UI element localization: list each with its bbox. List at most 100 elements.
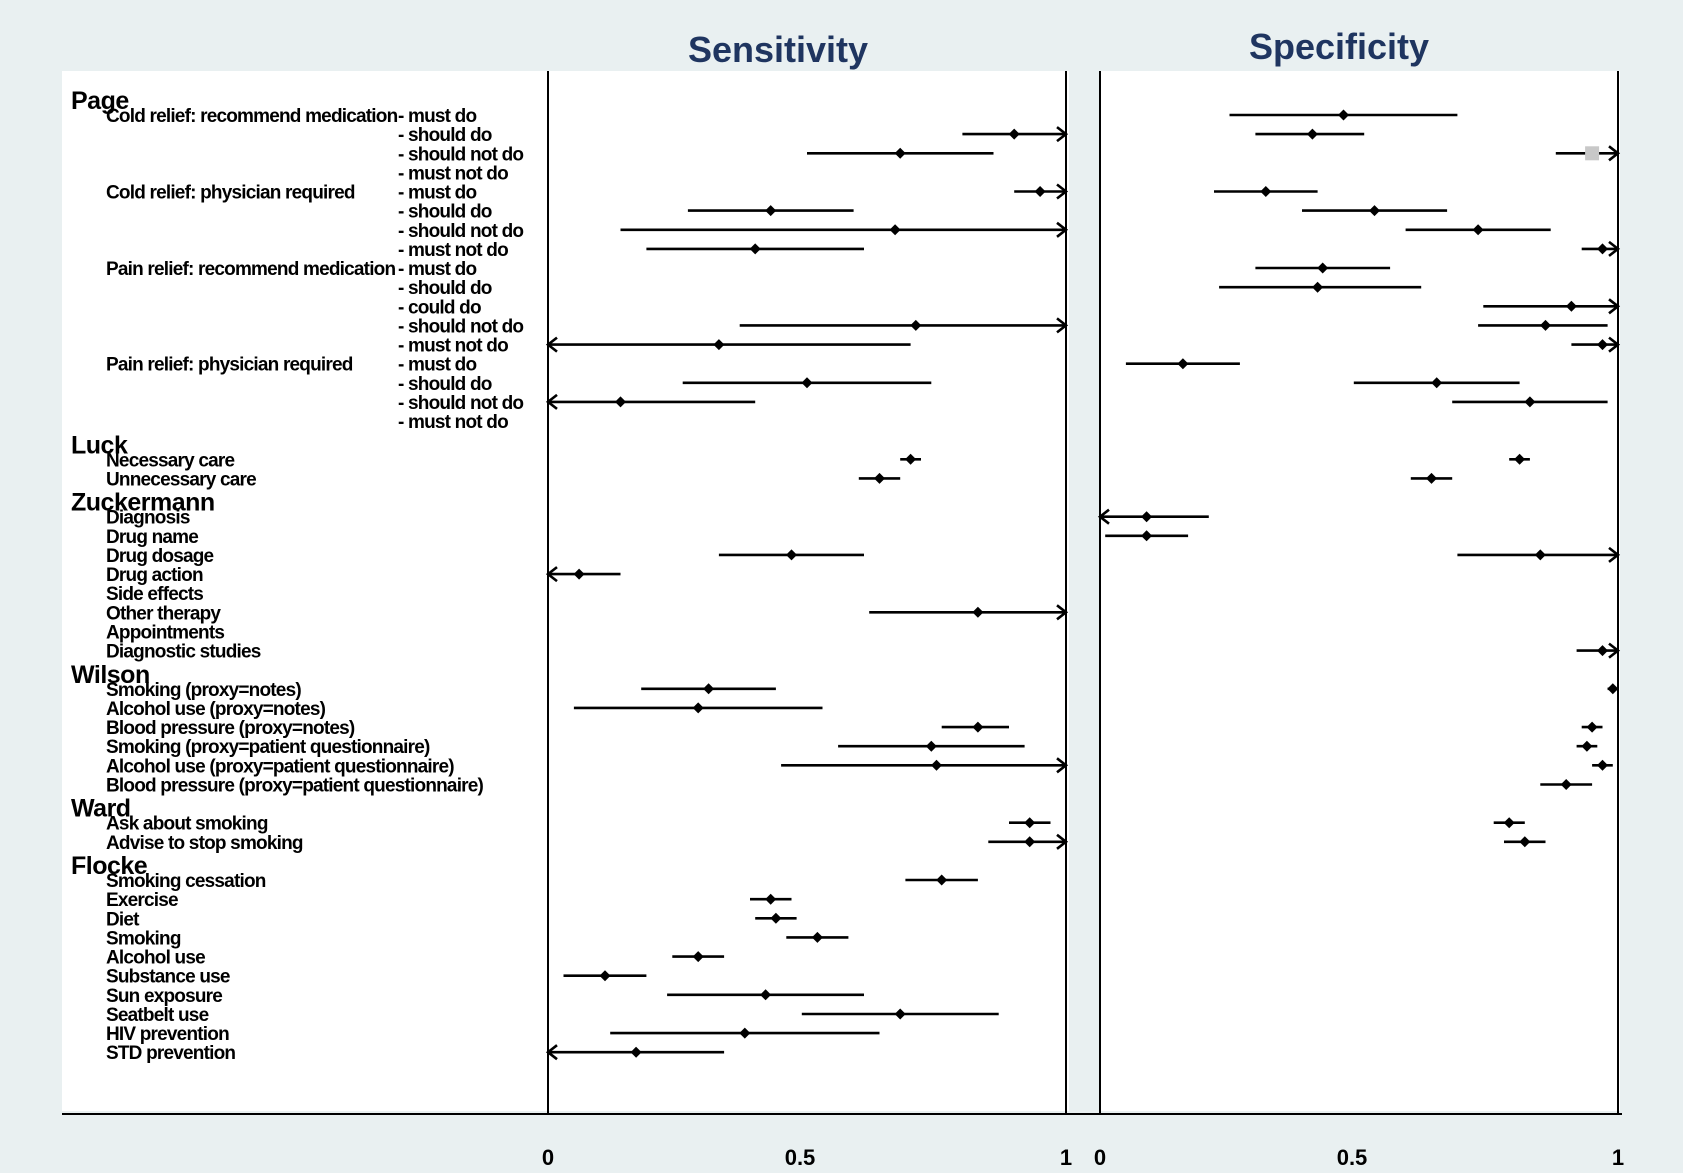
spec-point-estimate bbox=[1141, 511, 1153, 523]
group-label-luck: Luck bbox=[71, 431, 128, 459]
sens-point-estimate bbox=[874, 472, 885, 484]
specificity-plot-area bbox=[1100, 71, 1620, 1111]
spec-point-estimate bbox=[1597, 759, 1608, 771]
sens-point-estimate bbox=[692, 702, 704, 714]
row-label: Alcohol use (proxy=notes) bbox=[106, 699, 326, 720]
row-label: Drug name bbox=[106, 527, 198, 548]
spec-point-estimate bbox=[1177, 358, 1189, 370]
spec-point-estimate bbox=[1519, 836, 1531, 848]
row-label: Appointments bbox=[106, 622, 224, 643]
sens-point-estimate bbox=[770, 912, 782, 924]
row-sublabel: - must do bbox=[398, 259, 476, 280]
spec-point-estimate bbox=[1338, 109, 1349, 121]
row-sublabel: - must not do bbox=[398, 412, 508, 433]
spec-point-estimate bbox=[1369, 205, 1380, 217]
panel-frames bbox=[547, 71, 1619, 1114]
spec-point-estimate bbox=[1431, 377, 1443, 389]
specificity-tick-label: 0 bbox=[1094, 1145, 1106, 1170]
row-label: Pain relief: recommend medication bbox=[106, 259, 395, 280]
row-sublabel: - should do bbox=[398, 278, 492, 299]
row-labels: Cold relief: recommend medication - must … bbox=[106, 106, 524, 1064]
spec-point-estimate bbox=[1597, 243, 1608, 255]
group-label-page: Page bbox=[71, 87, 129, 115]
spec-point-estimate bbox=[1534, 549, 1546, 561]
row-label: Substance use bbox=[106, 967, 230, 988]
row-label: Ask about smoking bbox=[106, 814, 268, 835]
spec-point-estimate bbox=[1503, 817, 1515, 829]
sens-point-estimate bbox=[749, 243, 761, 255]
sens-point-estimate bbox=[692, 951, 704, 963]
sens-point-estimate bbox=[599, 970, 611, 982]
row-sublabel: - must do bbox=[398, 183, 476, 204]
sens-point-estimate bbox=[931, 759, 942, 771]
row-sublabel: - could do bbox=[398, 297, 481, 318]
sens-point-estimate bbox=[801, 377, 813, 389]
row-label: Alcohol use (proxy=patient questionnaire… bbox=[106, 756, 454, 777]
spec-point-estimate bbox=[1586, 721, 1598, 733]
sens-point-estimate bbox=[765, 205, 777, 217]
row-label: Diagnostic studies bbox=[106, 642, 261, 663]
sensitivity-plot-area bbox=[62, 71, 1069, 1111]
row-label: Smoking (proxy=patient questionnaire) bbox=[106, 737, 430, 758]
row-label: Blood pressure (proxy=patient questionna… bbox=[106, 776, 484, 797]
sens-point-estimate bbox=[905, 453, 917, 465]
sens-point-estimate bbox=[1034, 186, 1046, 197]
spec-point-estimate bbox=[1585, 146, 1600, 161]
spec-point-estimate bbox=[1312, 281, 1324, 293]
row-label: Drug action bbox=[106, 565, 203, 586]
sens-point-estimate bbox=[889, 224, 901, 236]
row-sublabel: - must do bbox=[398, 106, 476, 127]
row-label: Smoking cessation bbox=[106, 871, 266, 892]
spec-point-estimate bbox=[1141, 530, 1153, 542]
row-label: Seatbelt use bbox=[106, 1005, 209, 1026]
spec-point-estimate bbox=[1597, 645, 1608, 657]
group-label-ward: Ward bbox=[71, 795, 131, 823]
row-label: Smoking bbox=[106, 928, 181, 949]
row-sublabel: - should do bbox=[398, 125, 492, 146]
sens-point-estimate bbox=[972, 721, 984, 733]
sens-point-estimate bbox=[739, 1027, 751, 1039]
row-sublabel: - must not do bbox=[398, 240, 508, 261]
spec-point-estimate bbox=[1540, 319, 1551, 331]
spec-point-estimate bbox=[1472, 224, 1484, 236]
sens-point-estimate bbox=[630, 1046, 642, 1058]
row-label: Sun exposure bbox=[106, 986, 222, 1007]
row-sublabel: - should do bbox=[398, 374, 492, 395]
sens-point-estimate bbox=[1008, 128, 1020, 140]
specificity-x-ticks: 0 0.5 1 bbox=[1094, 1145, 1624, 1170]
row-label: Advise to stop smoking bbox=[106, 833, 303, 854]
sens-point-estimate bbox=[910, 319, 922, 331]
row-label: Smoking (proxy=notes) bbox=[106, 680, 301, 701]
row-sublabel: - should not do bbox=[398, 316, 523, 337]
specificity-tick-label: 0.5 bbox=[1337, 1145, 1368, 1170]
row-label: Cold relief: recommend medication bbox=[106, 106, 398, 127]
group-label-flocke: Flocke bbox=[71, 852, 148, 880]
sens-point-estimate bbox=[894, 1008, 906, 1020]
row-label: Blood pressure (proxy=notes) bbox=[106, 718, 355, 739]
row-label: STD prevention bbox=[106, 1043, 235, 1064]
row-sublabel: - should not do bbox=[398, 221, 523, 242]
sensitivity-x-ticks: 0 0.5 1 bbox=[542, 1145, 1072, 1170]
specificity-tick-label: 1 bbox=[1612, 1145, 1624, 1170]
row-label: Diet bbox=[106, 909, 140, 930]
sens-point-estimate bbox=[765, 893, 777, 905]
spec-point-estimate bbox=[1524, 396, 1536, 408]
sens-point-estimate bbox=[1024, 817, 1036, 829]
sens-point-estimate bbox=[811, 931, 823, 943]
group-label-wilson: Wilson bbox=[71, 661, 150, 689]
row-label: Pain relief: physician required bbox=[106, 355, 353, 376]
sens-point-estimate bbox=[703, 683, 715, 695]
sens-point-estimate bbox=[615, 396, 626, 408]
sens-point-estimate bbox=[972, 606, 984, 618]
spec-point-estimate bbox=[1260, 186, 1272, 197]
sens-point-estimate bbox=[936, 874, 948, 886]
row-label: Alcohol use bbox=[106, 948, 205, 969]
row-label: Necessary care bbox=[106, 450, 234, 471]
sens-point-estimate bbox=[713, 339, 725, 351]
row-sublabel: - should not do bbox=[398, 144, 523, 165]
row-label: Drug dosage bbox=[106, 546, 214, 567]
row-label: Exercise bbox=[106, 890, 178, 911]
study-group-labels: Page Luck Zuckermann Wilson Ward Flocke bbox=[71, 87, 215, 880]
specificity-panel-title: Specificity bbox=[1249, 26, 1429, 67]
row-label: HIV prevention bbox=[106, 1024, 229, 1045]
